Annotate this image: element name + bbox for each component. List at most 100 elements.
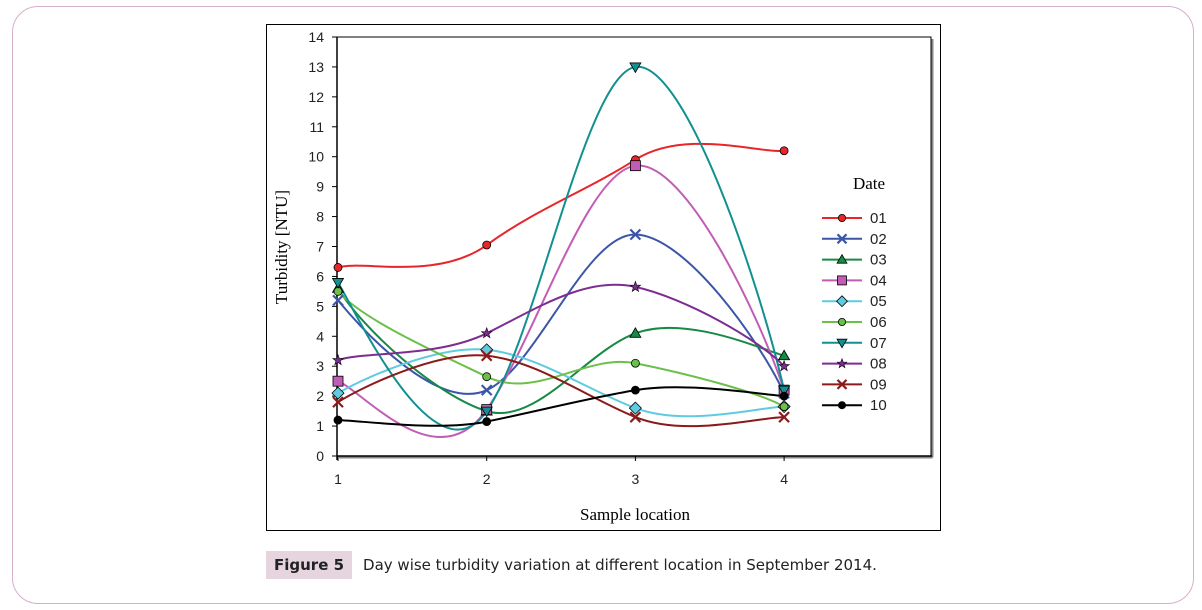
series-line-07 [337,65,786,431]
legend-marker-01 [838,213,847,222]
y-tick-label: 11 [309,119,324,135]
legend-marker-09 [836,379,848,390]
legend-item-06: 06 [822,314,887,331]
data-point-06 [482,372,492,382]
legend-label: 01 [870,210,887,227]
data-point-01 [779,146,789,156]
data-point-07 [331,278,345,289]
data-point-05 [628,401,642,415]
y-tick-label: 10 [308,149,324,165]
series-line-09 [337,354,785,428]
y-tick-label: 2 [316,388,324,404]
chart-frame [266,24,941,531]
y-tick-label: 0 [316,448,324,464]
y-tick-label: 6 [316,268,324,284]
series-markers [331,62,791,426]
data-point-05 [480,343,494,357]
legend-label: 02 [870,231,887,248]
y-tick-label: 1 [316,418,324,434]
figure-caption: Figure 5 Day wise turbidity variation at… [266,550,877,580]
legend-label: 04 [870,272,887,289]
data-point-07 [777,385,791,397]
x-tick-label: 2 [483,471,491,487]
legend-item-05: 05 [822,293,887,310]
legend-item-10: 10 [822,397,887,414]
legend-label: 10 [870,397,887,414]
series-line-10 [337,386,785,427]
data-point-08 [331,353,345,366]
legend-item-07: 07 [822,335,887,352]
data-point-04 [630,160,641,172]
y-tick-label: 14 [308,29,324,45]
data-point-07 [480,406,493,418]
legend-marker-02 [836,233,848,245]
data-point-01 [333,263,343,272]
legend-label: 05 [870,293,887,310]
legend-marker-06 [838,317,847,326]
series-line-02 [337,233,786,395]
series-line-06 [337,290,785,408]
y-tick-label: 5 [316,298,324,314]
x-tick-label: 4 [780,471,788,487]
legend-label: 07 [870,335,887,352]
data-point-02 [332,294,344,307]
series-line-01 [337,142,785,269]
x-axis-label: Sample location [580,505,691,524]
legend: 01 02 03 04 05 06 07 08 09 10 [822,210,887,414]
figure-frame [12,6,1194,604]
data-point-03 [777,349,791,361]
caption-label: Figure 5 [266,551,353,579]
legend-item-08: 08 [822,356,887,373]
data-point-08 [629,280,642,293]
data-point-10 [482,417,492,426]
legend-marker-08 [836,357,848,369]
data-point-08 [778,359,791,372]
data-point-09 [629,411,642,423]
y-tick-label: 12 [308,89,324,105]
series-line-04 [337,164,786,438]
y-tick-label: 9 [316,179,324,195]
data-point-06 [631,358,640,368]
legend-label: 03 [870,252,887,269]
data-point-09 [480,349,493,362]
x-tick-label: 3 [632,471,640,487]
data-point-10 [631,385,640,395]
legend-item-03: 03 [822,252,887,269]
series-lines [337,65,786,438]
y-tick-label: 13 [308,59,324,75]
y-tick-label: 4 [316,328,324,344]
data-point-02 [480,384,493,396]
series-line-05 [337,348,785,418]
legend-marker-05 [836,295,848,308]
legend-item-09: 09 [822,376,887,393]
data-point-08 [480,326,493,339]
data-point-10 [779,391,789,401]
y-tick-label: 3 [316,358,324,374]
data-point-10 [333,415,343,425]
y-axis-label: Turbidity [NTU] [272,190,291,304]
data-point-01 [482,240,492,250]
data-point-09 [778,411,790,423]
legend-label: 08 [870,356,887,373]
legend-marker-10 [838,401,847,410]
x-tick-label: 1 [334,471,342,487]
legend-marker-03 [836,253,848,264]
y-tick-label: 7 [316,239,324,255]
data-point-02 [629,228,642,241]
legend-marker-07 [836,338,848,349]
legend-item-02: 02 [822,231,887,248]
legend-title: Date [853,174,885,193]
data-point-05 [331,386,345,400]
legend-label: 06 [870,314,887,331]
caption-text: Day wise turbidity variation at differen… [363,556,877,574]
legend-item-04: 04 [822,272,887,289]
legend-marker-04 [837,275,847,286]
series-line-03 [337,287,785,414]
data-point-06 [779,402,789,412]
data-point-03 [629,326,642,338]
legend-label: 09 [870,376,887,393]
data-point-07 [629,62,642,74]
data-point-09 [332,396,344,408]
